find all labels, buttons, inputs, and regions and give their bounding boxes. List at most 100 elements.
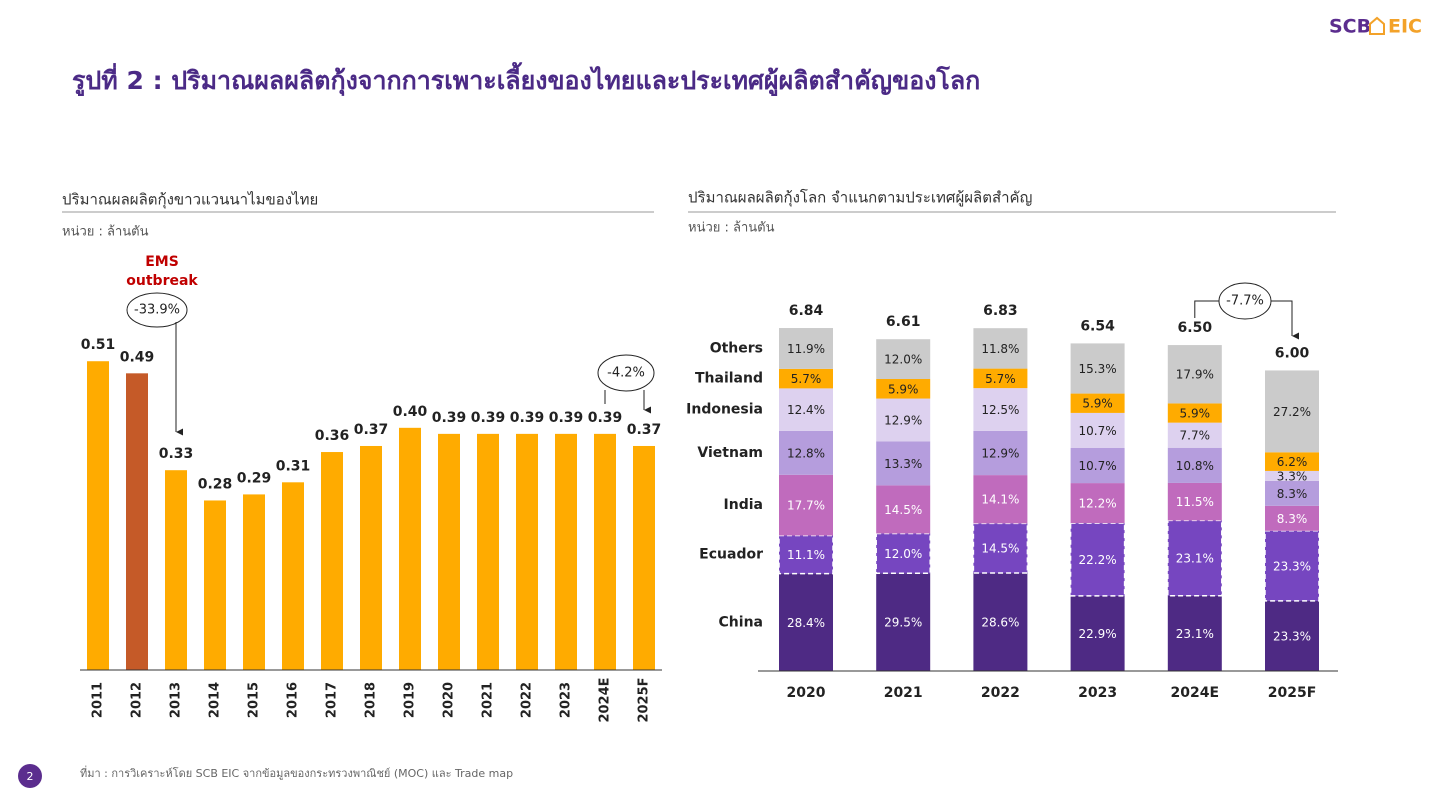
bar-segment bbox=[973, 475, 1028, 524]
segment-label: 6.2% bbox=[1277, 455, 1308, 469]
page-badge bbox=[18, 764, 42, 788]
legend-label: Others bbox=[710, 340, 763, 356]
logo-left: SCB bbox=[1329, 16, 1371, 38]
segment-label: 28.6% bbox=[981, 616, 1019, 630]
legend-label: Thailand bbox=[695, 371, 763, 387]
bar bbox=[165, 470, 187, 670]
segment-label: 3.3% bbox=[1277, 469, 1308, 483]
x-tick-label: 2023 bbox=[1078, 685, 1117, 701]
bar-segment bbox=[1265, 480, 1319, 506]
annotation: -7.7% bbox=[1226, 294, 1264, 309]
bar-segment bbox=[1070, 412, 1125, 449]
chart-subtitle: หน่วย : ล้านตัน bbox=[688, 221, 775, 236]
bar-segment bbox=[779, 368, 833, 389]
x-tick-label: 2017 bbox=[325, 682, 340, 718]
annotation-bubble bbox=[597, 354, 655, 392]
bar-segment bbox=[1167, 345, 1222, 404]
segment-label: 5.7% bbox=[985, 372, 1016, 386]
value-label: 0.39 bbox=[549, 410, 584, 426]
bar-segment bbox=[1265, 452, 1319, 471]
bar bbox=[555, 433, 577, 670]
bar bbox=[321, 452, 343, 670]
segment-label: 12.8% bbox=[787, 446, 825, 460]
x-tick-label: 2020 bbox=[442, 682, 457, 718]
bar bbox=[360, 445, 382, 670]
bar-segment bbox=[1070, 483, 1125, 524]
bar bbox=[204, 500, 226, 670]
total-label: 6.83 bbox=[983, 303, 1018, 319]
total-label: 6.50 bbox=[1178, 320, 1213, 336]
value-label: 0.49 bbox=[120, 349, 155, 365]
segment-label: 12.9% bbox=[981, 447, 1019, 461]
bar-segment bbox=[1265, 370, 1319, 453]
bar-segment bbox=[973, 368, 1028, 389]
bar bbox=[243, 494, 265, 670]
bar-segment bbox=[876, 573, 931, 671]
chart-title: ปริมาณผลผลิตกุ้งขาวแวนนาไมของไทย bbox=[62, 191, 318, 210]
bar-segment bbox=[779, 573, 833, 671]
x-tick-label: 2012 bbox=[130, 682, 145, 718]
value-label: 0.39 bbox=[471, 410, 506, 426]
x-tick-label: 2025F bbox=[637, 677, 652, 722]
total-label: 6.00 bbox=[1275, 345, 1310, 361]
segment-label: 5.9% bbox=[1082, 397, 1113, 411]
x-tick-label: 2018 bbox=[364, 682, 379, 718]
value-label: 0.51 bbox=[81, 337, 116, 353]
x-tick-label: 2022 bbox=[520, 682, 535, 718]
bar-segment bbox=[1167, 482, 1222, 521]
bar bbox=[438, 433, 460, 670]
slide-title: รูปที่ 2 : ปริมาณผลผลิตกุ้งจากการเพาะเลี… bbox=[72, 61, 980, 97]
annotation-bubble bbox=[1218, 282, 1272, 320]
bar-segment bbox=[779, 388, 833, 431]
legend-label: Vietnam bbox=[697, 445, 763, 461]
segment-label: 5.7% bbox=[791, 372, 822, 386]
legend-label: China bbox=[719, 614, 763, 630]
segment-label: 10.7% bbox=[1079, 424, 1117, 438]
bar-segment bbox=[1069, 522, 1126, 597]
page-number: 2 bbox=[27, 770, 34, 783]
bar-segment bbox=[1265, 600, 1319, 671]
segment-label: 12.2% bbox=[1079, 497, 1117, 511]
logo-icon bbox=[1369, 16, 1385, 35]
bar-segment bbox=[973, 388, 1028, 431]
segment-label: 17.7% bbox=[787, 499, 825, 513]
value-label: 0.39 bbox=[588, 410, 623, 426]
annotation-bubble bbox=[126, 292, 188, 328]
segment-label: 7.7% bbox=[1180, 429, 1211, 443]
x-tick-label: 2015 bbox=[247, 682, 262, 718]
bar bbox=[516, 433, 538, 670]
segment-label: 15.3% bbox=[1079, 362, 1117, 376]
x-tick-label: 2024E bbox=[1171, 685, 1220, 701]
x-tick-label: 2020 bbox=[787, 685, 826, 701]
total-label: 6.54 bbox=[1080, 318, 1115, 334]
value-label: 0.33 bbox=[159, 446, 194, 462]
segment-label: 14.1% bbox=[981, 493, 1019, 507]
bar bbox=[282, 482, 304, 670]
legend-label: India bbox=[724, 497, 763, 513]
value-label: 0.37 bbox=[627, 422, 662, 438]
bar-segment bbox=[779, 474, 833, 536]
legend-label: Indonesia bbox=[686, 402, 763, 418]
bar bbox=[633, 445, 655, 670]
segment-label: 23.1% bbox=[1176, 552, 1214, 566]
segment-label: 14.5% bbox=[981, 542, 1019, 556]
annotation: -4.2% bbox=[607, 366, 645, 381]
segment-label: 14.5% bbox=[884, 503, 922, 517]
event-label: EMS bbox=[145, 254, 179, 270]
bar-segment bbox=[1070, 595, 1125, 671]
segment-label: 11.9% bbox=[787, 342, 825, 356]
segment-label: 23.1% bbox=[1176, 627, 1214, 641]
bar-segment bbox=[876, 441, 931, 486]
segment-label: 12.9% bbox=[884, 413, 922, 427]
bar-segment bbox=[1070, 393, 1125, 413]
event-label: outbreak bbox=[126, 273, 198, 289]
legend-label: Ecuador bbox=[699, 547, 763, 563]
segment-label: 23.3% bbox=[1273, 559, 1311, 573]
segment-label: 23.3% bbox=[1273, 629, 1311, 643]
bar-segment bbox=[1265, 505, 1319, 531]
bar-segment bbox=[973, 573, 1028, 671]
bar bbox=[594, 433, 616, 670]
bar bbox=[399, 427, 421, 670]
bar-segment bbox=[876, 398, 931, 442]
x-tick-label: 2014 bbox=[208, 682, 223, 718]
